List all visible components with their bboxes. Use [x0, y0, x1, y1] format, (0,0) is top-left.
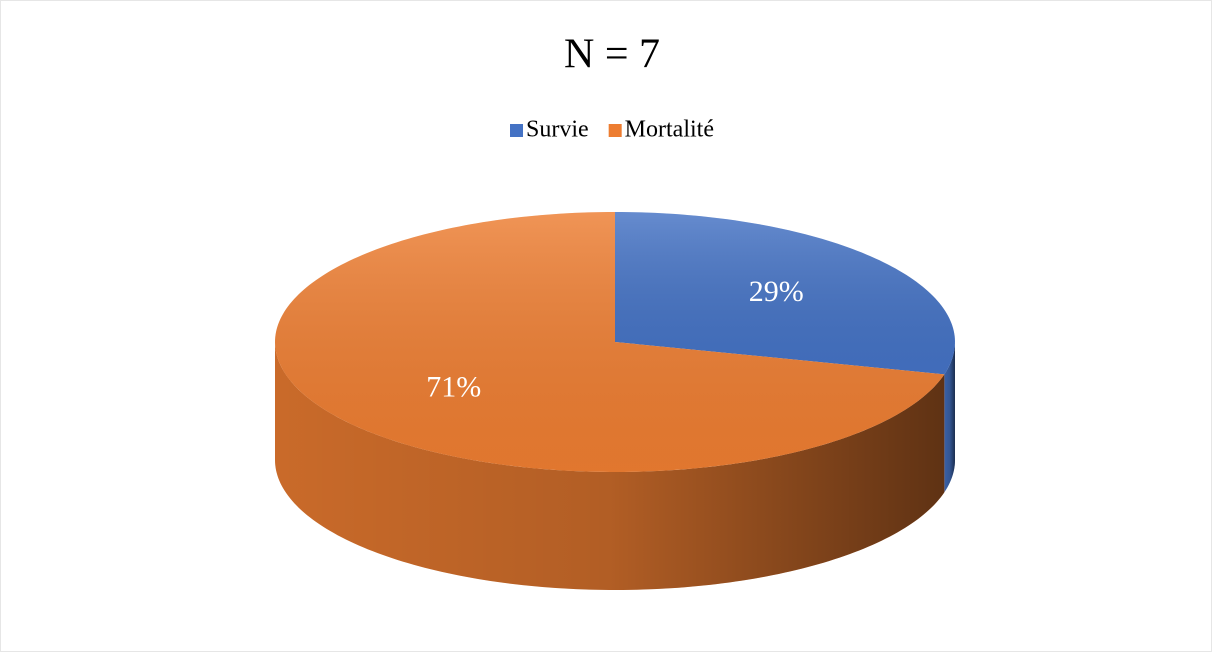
- legend: Survie Mortalité: [510, 117, 714, 143]
- legend-label: Mortalité: [625, 117, 714, 143]
- data-label: 29%: [749, 275, 804, 308]
- slice-side-shade: [944, 342, 955, 493]
- legend-label: Survie: [526, 117, 589, 143]
- slice-shade: [615, 212, 955, 375]
- legend-swatch: [510, 124, 524, 137]
- legend-swatch: [608, 124, 622, 137]
- pie: 29% 71%: [275, 212, 955, 590]
- data-label: 71%: [426, 371, 481, 404]
- chart-title: N = 7: [564, 32, 660, 78]
- slice-shade: [275, 212, 945, 472]
- slice-side-shade: [275, 342, 945, 590]
